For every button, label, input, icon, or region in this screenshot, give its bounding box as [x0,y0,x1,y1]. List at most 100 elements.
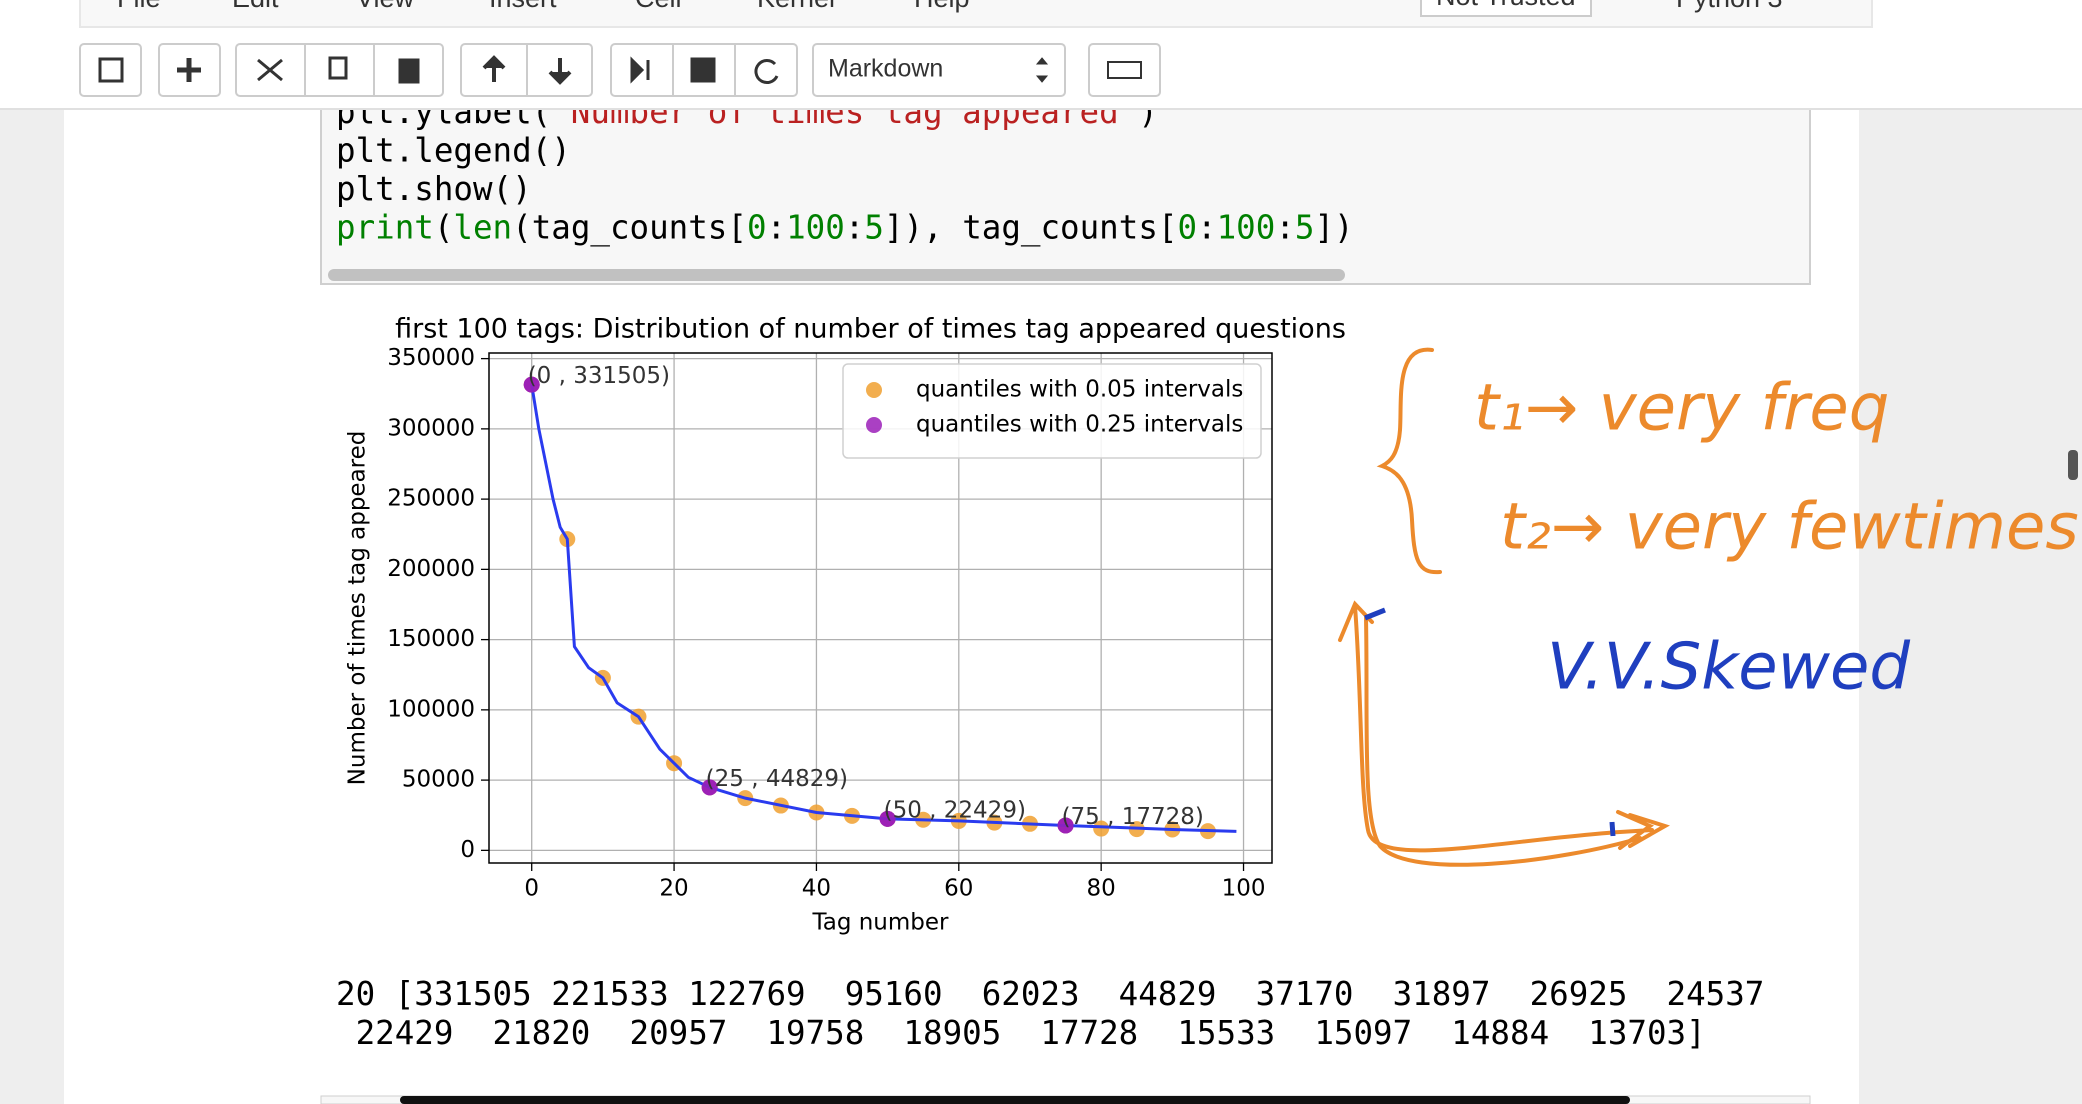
point-annotation: (0 , 331505) [528,363,670,389]
up-icon [482,55,506,82]
menu-item[interactable]: Help [914,0,970,13]
point-annotation: (25 , 44829) [706,766,848,792]
code-line: plt.show() [336,170,532,208]
select-arrows [1035,57,1049,83]
stop-icon [690,57,716,83]
x-tick-label: 40 [802,876,831,902]
x-tick-label: 80 [1087,876,1116,902]
code-token: 100 [1217,209,1276,247]
code-token: plt.show() [336,170,532,208]
code-token: 0 [747,209,767,247]
data-point [1093,820,1110,837]
code-token: 5 [864,209,884,247]
handwritten-note: t₁→ very freq [1474,372,1889,446]
x-axis-label: Tag number [811,910,949,936]
code-token: 100 [786,209,845,247]
code-token: : [1275,209,1295,247]
toolbar [79,43,1161,97]
next-cell-output [400,1096,1630,1104]
paste-icon [398,58,420,84]
x-tick-label: 20 [659,876,688,902]
y-tick-label: 50000 [402,767,475,793]
legend-marker [866,382,882,398]
output-line: 20 [331505 221533 122769 95160 62023 448… [336,975,1764,1013]
code-line: print(len(tag_counts[0:100:5]), tag_coun… [336,209,1354,247]
code-token: : [845,209,865,247]
x-tick-label: 60 [944,876,973,902]
skew-curve [1364,616,1642,867]
scrollbar[interactable] [328,269,1345,281]
code-token: : [1197,209,1217,247]
y-tick-label: 350000 [387,345,475,371]
trust-box[interactable] [1420,0,1592,17]
data-point [523,376,540,393]
y-tick-label: 250000 [387,486,475,512]
y-tick-label: 300000 [387,415,475,441]
brace [1376,347,1442,575]
code-token: ]) [1314,209,1353,247]
code-token: ]), tag_counts[ [884,209,1178,247]
keyboard-icon [1107,61,1142,79]
cell-type-label: Markdown [828,55,943,83]
page-scroll-thumb[interactable] [2068,450,2078,480]
menu-item[interactable]: View [356,0,415,13]
code-token: : [767,209,787,247]
axis-arrows [1338,600,1670,853]
code-token: 5 [1295,209,1315,247]
y-tick-label: 0 [460,837,475,863]
code-token: ( [434,209,454,247]
y-axis-label: Number of times tag appeared [345,431,371,786]
handwritten-note: t₂→ very fewtimes [1500,491,2079,565]
save-icon [98,57,124,83]
code-token: print [336,209,434,247]
chart: 0 20 40 60 80 100 0 50000 100000 150000 200000 2500… [345,314,1346,936]
menu-item[interactable]: Edit [232,0,279,13]
trust-label: Not Trusted [1436,0,1576,11]
y-tick-label: 200000 [387,556,475,582]
code-token: len [453,209,512,247]
data-point [1057,817,1074,834]
menu-item[interactable]: Kernel [757,0,835,13]
code-token: 0 [1177,209,1197,247]
chart-title: first 100 tags: Distribution of number o… [395,314,1346,345]
legend-label: quantiles with 0.05 intervals [916,377,1243,403]
menu-item[interactable]: Insert [489,0,557,13]
cut-icon [257,58,283,82]
kernel-label: Python 3 [1676,0,1783,13]
legend-marker [866,417,882,433]
legend-label: quantiles with 0.25 intervals [916,412,1243,438]
blue-marks [1364,607,1616,837]
code-cell[interactable] [320,89,1811,285]
x-tick-label: 0 [524,876,539,902]
cell-type-select[interactable] [812,43,1066,97]
handwritten-note: V.V.Skewed [1547,631,1910,705]
copy-icon [328,56,348,80]
point-annotation: (50 , 22429) [884,797,1026,823]
y-tick-label: 100000 [387,696,475,722]
data-point [701,779,718,796]
output-line: 22429 21820 20957 19758 18905 17728 1553… [336,1014,1706,1052]
menu-item[interactable]: File [117,0,161,13]
handwriting-strokes [1338,347,1670,867]
restart-icon [754,59,779,84]
code-token: plt.legend() [336,132,571,170]
menu-item[interactable]: Cell [635,0,682,13]
menu: File Edit View Insert Cell Kernel Help Not Trus… [117,0,1783,13]
axes-frame [488,352,1273,864]
edit-group [235,43,444,97]
toolbar-icons [98,55,1142,85]
legend [842,363,1262,459]
save-button[interactable] [79,43,142,97]
y-tick-label: 150000 [387,626,475,652]
menu-bar [79,0,1873,28]
x-tick-label: 100 [1222,876,1266,902]
code-token: (tag_counts[ [512,209,747,247]
run-icon [630,56,650,84]
keyboard-button[interactable] [1088,43,1161,97]
plus-icon [177,58,201,82]
data-line [530,384,1237,833]
cell-output: 20 [331505 221533 122769 95160 62023 448… [336,975,1764,1052]
down-icon [548,58,572,85]
